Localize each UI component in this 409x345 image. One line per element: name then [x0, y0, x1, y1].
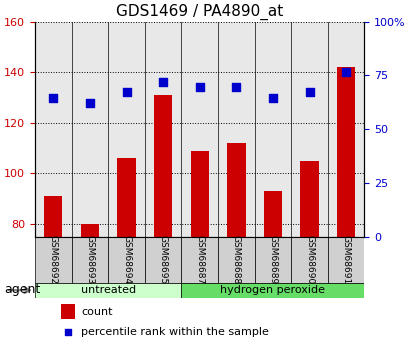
- Text: count: count: [81, 307, 112, 317]
- Bar: [81, 224, 99, 237]
- Bar: [190, 151, 209, 237]
- Text: hydrogen peroxide: hydrogen peroxide: [220, 285, 325, 295]
- Point: [50, 95, 56, 100]
- FancyBboxPatch shape: [327, 237, 364, 283]
- FancyBboxPatch shape: [72, 237, 108, 283]
- Point: [196, 85, 202, 90]
- Bar: [154, 95, 172, 237]
- Text: GSM68694: GSM68694: [122, 235, 131, 284]
- Text: GSM68687: GSM68687: [195, 235, 204, 284]
- Bar: [44, 196, 62, 237]
- FancyBboxPatch shape: [181, 237, 218, 283]
- Text: GSM68688: GSM68688: [231, 235, 240, 284]
- FancyBboxPatch shape: [144, 237, 181, 283]
- Text: agent: agent: [4, 283, 40, 296]
- Point: [123, 90, 130, 95]
- Point: [86, 100, 93, 105]
- Bar: [336, 67, 355, 237]
- Bar: [61, 304, 74, 319]
- Text: GSM68691: GSM68691: [341, 235, 350, 284]
- Bar: [117, 158, 135, 237]
- Point: [160, 80, 166, 85]
- Point: [306, 90, 312, 95]
- Text: GSM68690: GSM68690: [304, 235, 313, 284]
- FancyBboxPatch shape: [181, 283, 364, 298]
- Bar: [227, 143, 245, 237]
- Text: GSM68692: GSM68692: [49, 235, 58, 284]
- Point: [342, 69, 348, 75]
- FancyBboxPatch shape: [254, 237, 290, 283]
- Bar: [263, 191, 281, 237]
- Point: [269, 95, 276, 100]
- Point: [232, 85, 239, 90]
- Point: [65, 329, 71, 335]
- FancyBboxPatch shape: [35, 237, 72, 283]
- FancyBboxPatch shape: [35, 283, 181, 298]
- Text: percentile rank within the sample: percentile rank within the sample: [81, 327, 268, 337]
- FancyBboxPatch shape: [108, 237, 144, 283]
- Text: GSM68693: GSM68693: [85, 235, 94, 284]
- Text: GSM68695: GSM68695: [158, 235, 167, 284]
- Bar: [300, 161, 318, 237]
- Text: GSM68689: GSM68689: [268, 235, 277, 284]
- Text: untreated: untreated: [81, 285, 135, 295]
- FancyBboxPatch shape: [290, 237, 327, 283]
- FancyBboxPatch shape: [218, 237, 254, 283]
- Title: GDS1469 / PA4890_at: GDS1469 / PA4890_at: [116, 4, 283, 20]
